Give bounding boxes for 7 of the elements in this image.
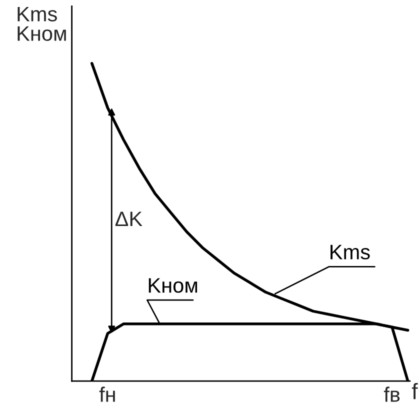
text: Kms bbox=[330, 244, 370, 260]
x-tick-label: fн bbox=[99, 386, 115, 402]
y-axis-title: Kms Kном bbox=[18, 6, 66, 41]
x-axis-title: f bbox=[412, 383, 418, 400]
series-label: Kном bbox=[148, 278, 198, 293]
x-tick-label: fв bbox=[384, 386, 400, 402]
annotation: ΔK bbox=[115, 212, 142, 226]
